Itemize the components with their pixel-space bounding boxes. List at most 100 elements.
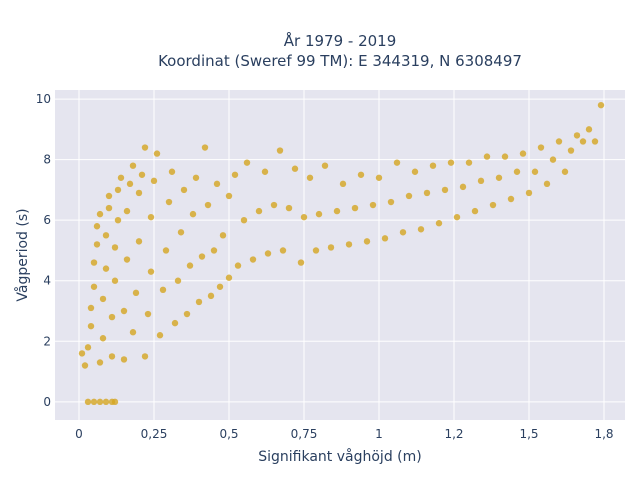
scatter-point (174, 277, 182, 284)
x-tick-label: 0,5 (219, 427, 238, 441)
scatter-point (525, 189, 533, 197)
scatter-point (177, 229, 185, 236)
scatter-point (231, 171, 239, 178)
scatter-point (225, 192, 233, 200)
chart-title: År 1979 - 2019 (284, 31, 397, 50)
scatter-point (561, 168, 569, 175)
x-tick-label: 1,8 (594, 427, 613, 441)
scatter-point (333, 207, 341, 215)
scatter-point (441, 186, 449, 194)
scatter-point (381, 235, 389, 242)
scatter-point (87, 304, 95, 312)
scatter-point (219, 232, 227, 239)
scatter-point (114, 216, 122, 224)
scatter-point (447, 159, 455, 166)
scatter-point (477, 177, 485, 185)
scatter-point (264, 250, 272, 257)
scatter-point (210, 247, 218, 254)
scatter-point (387, 198, 395, 206)
scatter-point (120, 356, 128, 363)
scatter-point (81, 362, 89, 369)
scatter-point (87, 322, 95, 330)
x-tick-label: 0,25 (141, 427, 168, 441)
scatter-point (120, 307, 128, 315)
scatter-point (111, 244, 119, 251)
scatter-point (549, 156, 557, 163)
scatter-point (597, 101, 605, 109)
scatter-point (147, 268, 155, 275)
scatter-point (435, 220, 443, 227)
scatter-point (234, 262, 242, 269)
scatter-point (105, 192, 113, 200)
scatter-point (90, 398, 98, 406)
scatter-point (153, 150, 161, 157)
scatter-point (123, 207, 131, 215)
scatter-point (369, 201, 377, 209)
scatter-point (285, 204, 293, 212)
scatter-point (306, 174, 314, 181)
scatter-point (291, 165, 299, 172)
y-tick-label: 2 (43, 334, 51, 348)
scatter-point (585, 126, 593, 133)
scatter-point (531, 168, 539, 175)
scatter-point (213, 180, 221, 188)
y-tick-label: 0 (43, 395, 51, 409)
x-tick-label: 1 (375, 427, 383, 441)
scatter-point (276, 147, 284, 154)
scatter-point (111, 398, 119, 406)
scatter-point (453, 213, 461, 221)
scatter-point (135, 189, 143, 197)
scatter-point (99, 335, 107, 342)
chart-subtitle: Koordinat (Sweref 99 TM): E 344319, N 63… (158, 52, 522, 70)
scatter-point (93, 223, 101, 230)
scatter-point (279, 247, 287, 254)
x-tick-label: 0 (75, 427, 83, 441)
scatter-point (519, 150, 527, 157)
scatter-point (513, 168, 521, 175)
scatter-point (129, 329, 137, 336)
scatter-point (93, 241, 101, 248)
scatter-point (216, 283, 224, 290)
scatter-point (357, 171, 365, 178)
scatter-point (159, 286, 167, 294)
scatter-point (591, 138, 599, 145)
scatter-point (198, 253, 206, 260)
y-tick-label: 4 (43, 274, 51, 288)
scatter-point (411, 168, 419, 175)
scatter-point (90, 283, 98, 290)
x-tick-label: 1,2 (444, 427, 463, 441)
scatter-point (261, 168, 269, 175)
scatter-point (183, 310, 191, 318)
x-tick-label: 1,5 (519, 427, 538, 441)
scatter-point (417, 226, 425, 233)
scatter-point (543, 180, 551, 188)
scatter-point (345, 241, 353, 248)
y-tick-label: 8 (43, 153, 51, 167)
scatter-point (105, 204, 113, 212)
scatter-point (102, 265, 110, 272)
scatter-point (573, 132, 581, 139)
scatter-point (339, 180, 347, 188)
scatter-point (489, 201, 497, 209)
scatter-point (351, 204, 359, 212)
scatter-point (399, 229, 407, 236)
scatter-point (249, 256, 257, 263)
scatter-point (108, 353, 116, 360)
data-points (78, 101, 605, 406)
scatter-point (567, 147, 575, 154)
scatter-point (111, 277, 119, 284)
scatter-point (102, 232, 110, 239)
y-tick-label: 10 (36, 92, 51, 106)
scatter-point (495, 174, 503, 181)
scatter-point (321, 162, 329, 169)
scatter-point (117, 174, 125, 181)
scatter-point (108, 313, 116, 321)
scatter-point (84, 398, 92, 406)
y-axis-label: Vågperiod (s) (14, 208, 31, 301)
scatter-point (363, 238, 371, 245)
scatter-point (201, 144, 209, 151)
scatter-point (96, 398, 104, 406)
scatter-point (375, 174, 383, 181)
